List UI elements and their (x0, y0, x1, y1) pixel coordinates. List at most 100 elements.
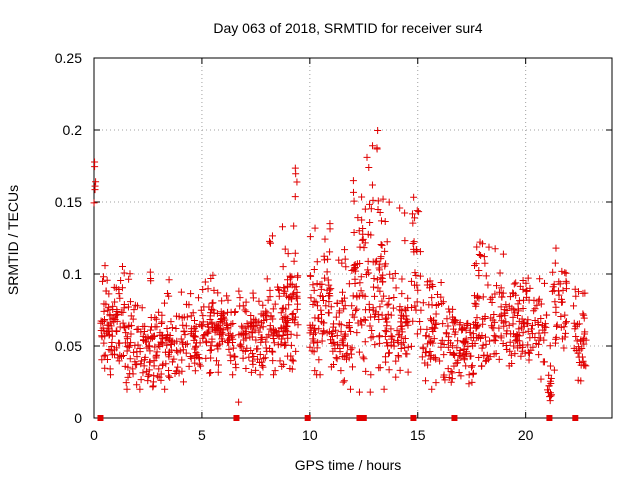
data-point (454, 337, 462, 345)
data-point (491, 318, 499, 326)
data-point (434, 300, 442, 308)
data-point (452, 359, 460, 367)
data-point (317, 318, 325, 326)
x-tick-label: 5 (198, 427, 206, 443)
data-point (273, 331, 281, 339)
data-point (481, 315, 489, 323)
data-point (236, 294, 244, 302)
data-point (266, 237, 274, 245)
data-point (471, 340, 479, 348)
data-point (534, 318, 542, 326)
data-point (218, 319, 226, 327)
data-point (247, 312, 255, 320)
data-point (108, 327, 116, 335)
data-point (263, 315, 271, 323)
data-point (156, 331, 164, 339)
data-point (358, 216, 366, 224)
data-point (550, 287, 558, 295)
data-point (479, 341, 487, 349)
data-point (214, 368, 222, 376)
data-point (231, 308, 239, 316)
data-point (398, 307, 406, 315)
data-point (379, 278, 387, 286)
data-point (421, 359, 429, 367)
data-point (179, 378, 187, 386)
data-point (257, 333, 265, 341)
data-point (377, 240, 385, 248)
data-point (257, 319, 265, 327)
data-point (260, 355, 268, 363)
data-point (416, 317, 424, 325)
data-point (133, 326, 141, 334)
data-point (535, 297, 543, 305)
data-point (275, 292, 283, 300)
data-point (288, 273, 296, 281)
data-point (286, 272, 294, 280)
data-point (130, 348, 138, 356)
data-point (313, 280, 321, 288)
data-point (226, 351, 234, 359)
data-point (121, 339, 129, 347)
data-point (346, 385, 354, 393)
data-point (150, 332, 158, 340)
zero-marker (97, 415, 104, 421)
data-point (438, 336, 446, 344)
data-point (356, 259, 364, 267)
data-point (495, 288, 503, 296)
data-point (467, 352, 475, 360)
data-point (310, 266, 318, 274)
data-point (426, 347, 434, 355)
data-point (242, 365, 250, 373)
data-point (535, 295, 543, 303)
data-point (313, 302, 321, 310)
data-point (330, 338, 338, 346)
data-point (387, 341, 395, 349)
data-point (149, 378, 157, 386)
data-point (120, 300, 128, 308)
data-point (210, 286, 218, 294)
data-point (207, 342, 215, 350)
data-point (475, 354, 483, 362)
data-point (385, 198, 393, 206)
data-point (147, 275, 155, 283)
data-point (229, 344, 237, 352)
data-point (236, 342, 244, 350)
data-point (357, 273, 365, 281)
data-point (293, 273, 301, 281)
data-point (158, 311, 166, 319)
data-point (374, 310, 382, 318)
data-point (527, 325, 535, 333)
data-point (577, 377, 585, 385)
data-point (407, 277, 415, 285)
data-point (268, 347, 276, 355)
data-point (428, 385, 436, 393)
data-point (411, 302, 419, 310)
data-point (253, 355, 261, 363)
data-point (91, 186, 99, 194)
data-point (123, 343, 131, 351)
data-point (116, 323, 124, 331)
data-point (116, 351, 124, 359)
data-point (355, 348, 363, 356)
data-point (552, 303, 560, 311)
data-point (499, 289, 507, 297)
data-point (444, 337, 452, 345)
data-point (491, 337, 499, 345)
data-point (116, 294, 124, 302)
data-point (359, 235, 367, 243)
data-point (182, 341, 190, 349)
data-point (121, 362, 129, 370)
data-point (248, 328, 256, 336)
data-point (373, 257, 381, 265)
data-point (482, 340, 490, 348)
data-point (249, 289, 257, 297)
data-point (312, 298, 320, 306)
data-point (468, 363, 476, 371)
data-point (100, 339, 108, 347)
data-point (375, 315, 383, 323)
data-point (307, 294, 315, 302)
data-point (269, 335, 277, 343)
data-point (471, 262, 479, 269)
data-point (179, 346, 187, 354)
data-point (235, 287, 243, 295)
